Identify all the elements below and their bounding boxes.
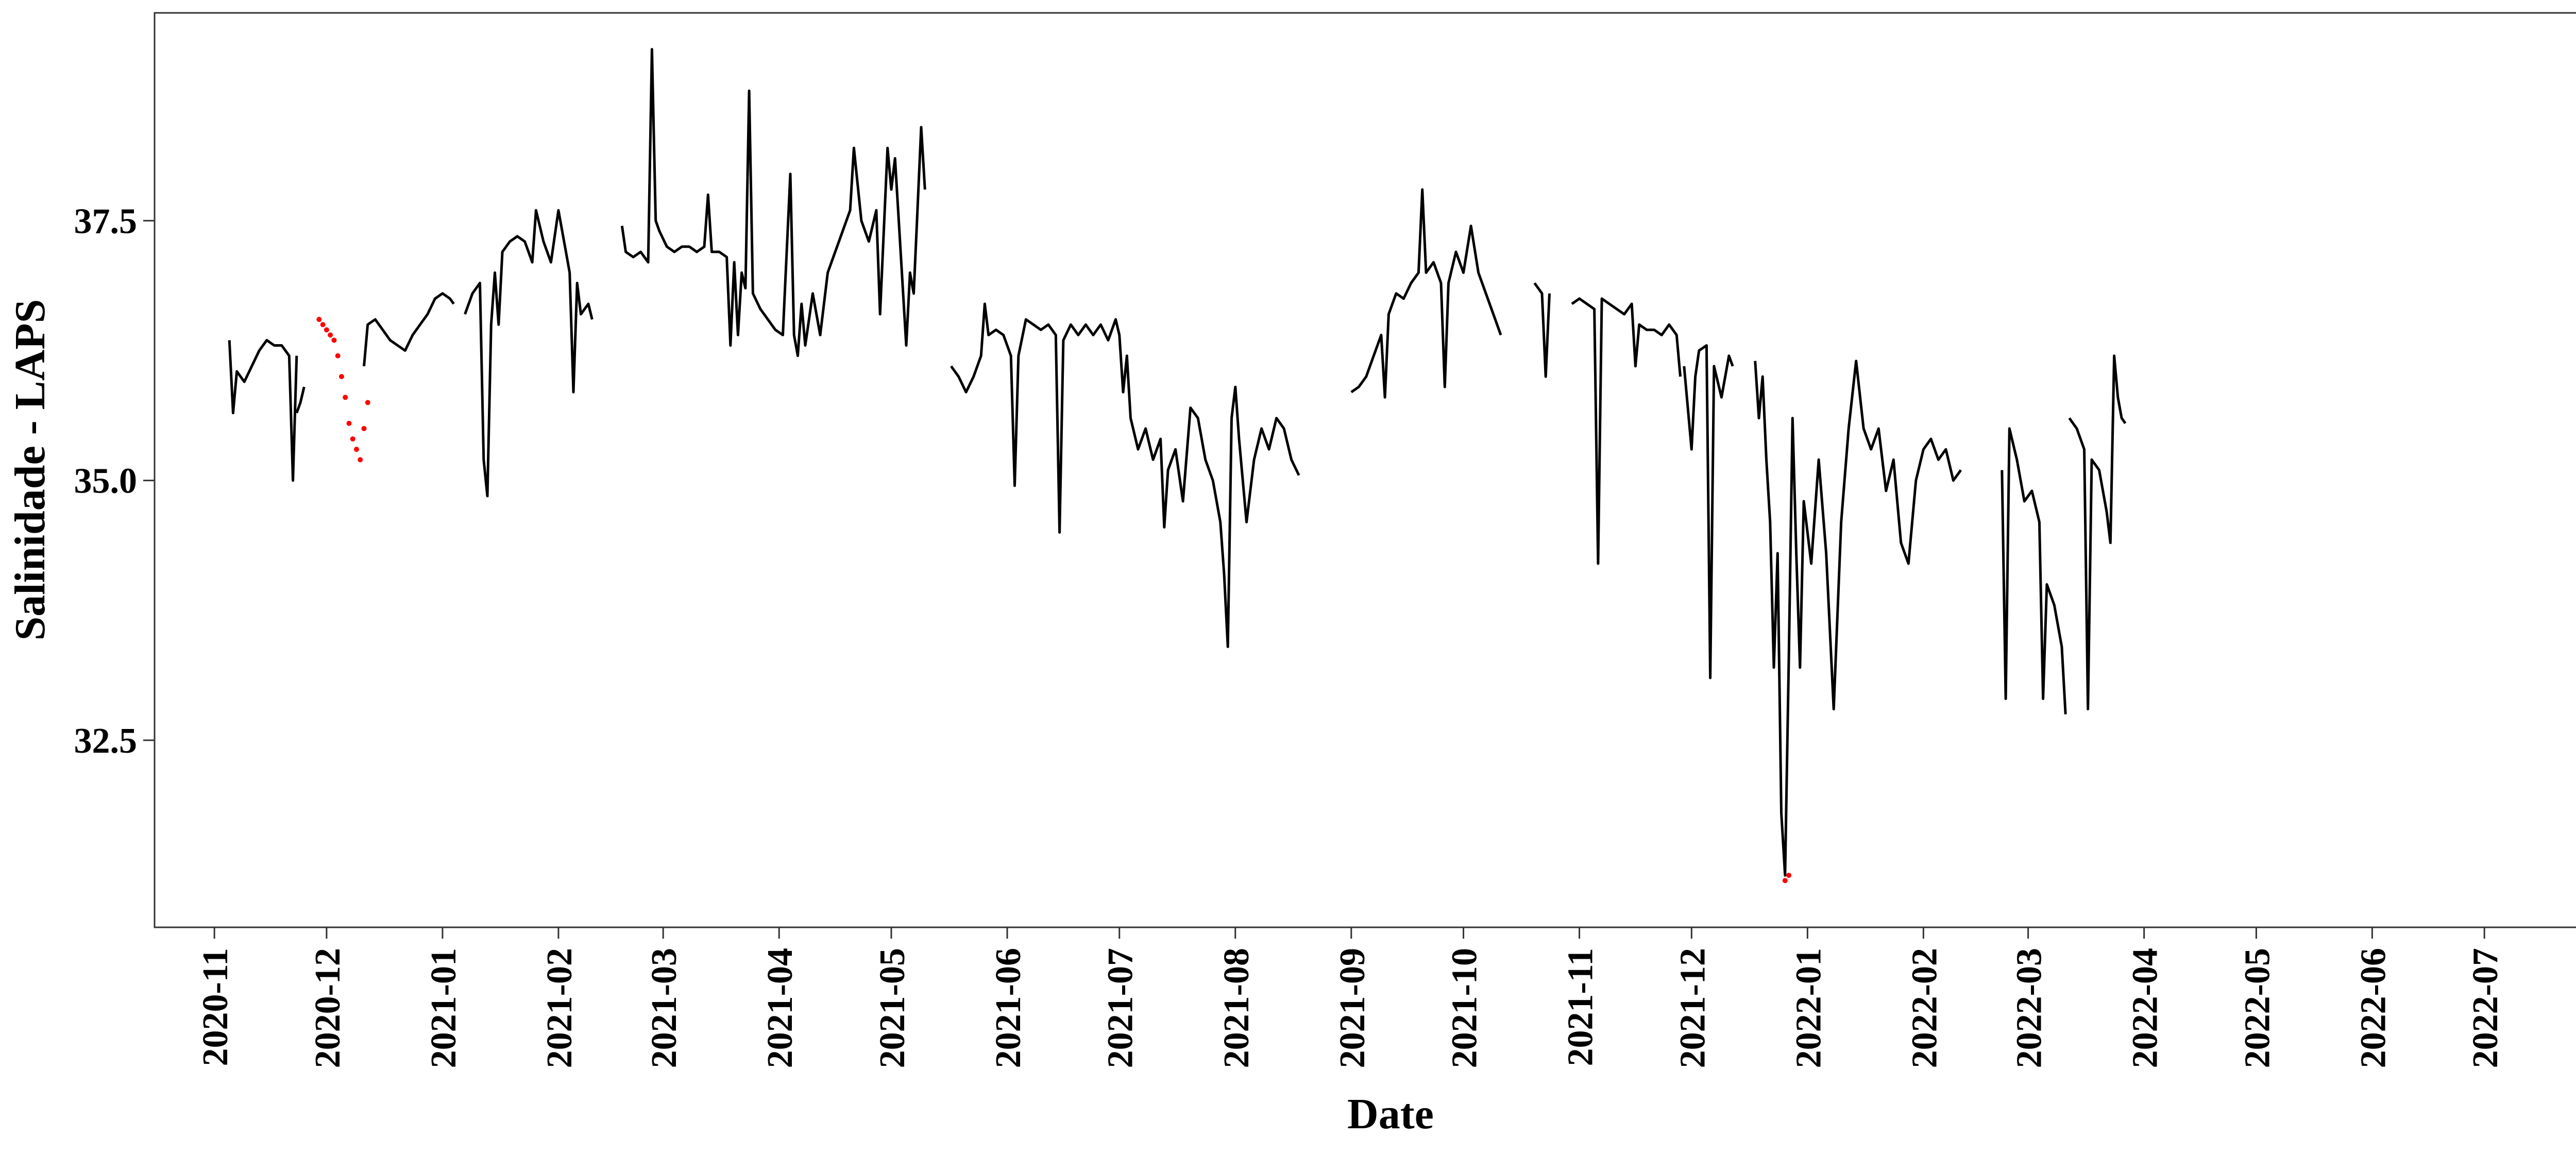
series-line-segment [950, 302, 1300, 648]
x-tick-label: 2021-05 [873, 948, 912, 1068]
x-tick-label: 2022-05 [2238, 948, 2277, 1068]
x-tick-label: 2022-07 [2466, 948, 2505, 1068]
series-line-segment [1533, 282, 1551, 378]
x-tick-label: 2022-04 [2126, 948, 2165, 1068]
flagged-data-point [361, 426, 367, 431]
x-tick-label: 2020-12 [308, 948, 348, 1068]
x-axis: 2020-11 2020-12 2021-01 2021-02 2021-03 2021-… [196, 927, 2505, 1068]
flagged-data-point [353, 447, 359, 452]
flagged-data-point [316, 317, 322, 323]
x-tick-label: 2021-10 [1445, 948, 1485, 1068]
flagged-data-point [320, 322, 326, 328]
flagged-data-point [1786, 873, 1792, 878]
y-tick-label: 35.0 [74, 462, 138, 501]
series-line-segment [1350, 188, 1502, 399]
flagged-data-point [1782, 878, 1788, 884]
series-line-segment [1754, 360, 1962, 877]
flagged-data-point [343, 395, 348, 400]
y-tick-label: 32.5 [74, 721, 138, 761]
flagged-data-point [328, 332, 333, 338]
y-tick-label: 37.5 [74, 201, 138, 241]
series-line-segment [2001, 427, 2067, 715]
series-layer [228, 48, 2127, 884]
y-axis-title: Salinidade - LAPS [6, 299, 54, 641]
x-axis-title: Date [1347, 1090, 1434, 1138]
series-line-segment [464, 209, 594, 498]
x-tick-label: 2021-07 [1101, 948, 1141, 1068]
x-tick-label: 2020-11 [196, 948, 235, 1066]
flagged-data-point [324, 327, 329, 333]
flagged-data-point [358, 457, 363, 463]
x-tick-label: 2021-08 [1217, 948, 1257, 1068]
y-axis: 32.5 35.0 37.5 [74, 201, 155, 761]
flagged-data-point [365, 400, 370, 405]
x-tick-label: 2021-01 [424, 948, 464, 1068]
series-line-segment [228, 338, 298, 482]
x-tick-label: 2022-06 [2353, 948, 2393, 1068]
plot-panel-border [154, 12, 2576, 928]
flagged-data-point [338, 374, 344, 379]
x-tick-label: 2021-04 [760, 948, 800, 1068]
x-tick-label: 2021-11 [1561, 948, 1601, 1066]
series-line-segment [2068, 354, 2127, 710]
x-tick-label: 2022-02 [1905, 948, 1944, 1068]
series-line-segment [295, 386, 306, 414]
x-tick-label: 2022-01 [1789, 948, 1828, 1068]
flagged-data-point [331, 337, 337, 343]
x-tick-label: 2021-02 [540, 948, 580, 1068]
x-tick-label: 2021-12 [1673, 948, 1713, 1068]
x-tick-label: 2022-03 [2010, 948, 2049, 1068]
series-line-segment [1683, 344, 1734, 680]
flagged-data-point [346, 420, 352, 426]
flagged-data-point [350, 436, 355, 442]
x-tick-label: 2021-09 [1333, 948, 1372, 1068]
series-line-segment [1571, 297, 1682, 565]
x-tick-label: 2021-03 [645, 948, 684, 1068]
flagged-data-point [335, 353, 341, 359]
x-tick-label: 2021-06 [989, 948, 1028, 1068]
series-line-segment [620, 48, 926, 358]
series-line-segment [363, 292, 455, 367]
